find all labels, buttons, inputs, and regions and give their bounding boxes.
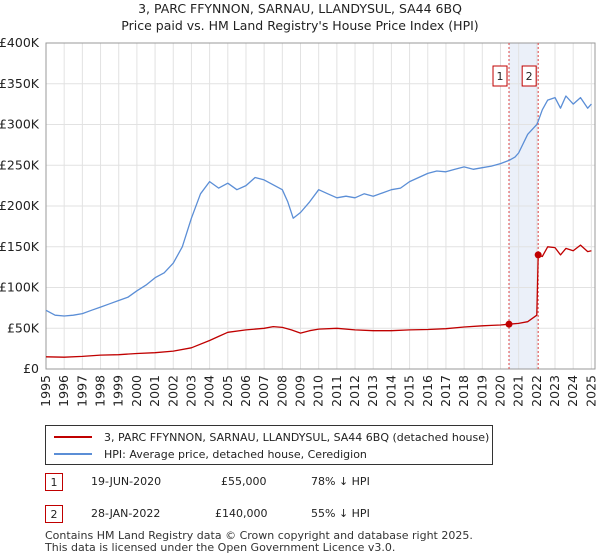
y-tick-label: £50K xyxy=(7,320,40,335)
y-tick-label: £250K xyxy=(0,157,40,172)
x-tick-label: 2018 xyxy=(456,375,471,407)
x-tick-label: 2012 xyxy=(347,375,362,407)
x-tick-label: 2025 xyxy=(583,375,598,407)
transaction-price: £55,000 xyxy=(221,475,267,488)
transaction-label-box xyxy=(521,65,537,87)
y-tick-label: £350K xyxy=(0,76,40,91)
chart-subtitle: Price paid vs. HM Land Registry's House … xyxy=(121,18,478,33)
legend-property-label: 3, PARC FFYNNON, SARNAU, LLANDYSUL, SA44… xyxy=(104,430,490,444)
legend-item-hpi: HPI: Average price, detached house, Cere… xyxy=(54,446,367,462)
transaction-date: 28-JAN-2022 xyxy=(91,507,161,520)
x-tick-label: 2004 xyxy=(202,375,217,407)
transaction-badge: 2 xyxy=(45,505,63,523)
x-tick-label: 2000 xyxy=(129,375,144,407)
x-tick-label: 2017 xyxy=(438,375,453,407)
footer-attribution: Contains HM Land Registry data © Crown c… xyxy=(45,530,473,553)
property-line-swatch xyxy=(54,436,92,438)
x-tick-label: 2014 xyxy=(383,375,398,407)
x-tick-label: 2005 xyxy=(220,375,235,407)
plot-frame xyxy=(45,42,596,370)
legend-hpi-label: HPI: Average price, detached house, Cere… xyxy=(104,447,367,461)
y-tick-label: £300K xyxy=(0,117,40,132)
transaction-point xyxy=(505,320,513,328)
x-tick-label: 2002 xyxy=(165,375,180,407)
x-tick-label: 1997 xyxy=(74,375,89,407)
y-tick-label: £150K xyxy=(0,239,40,254)
legend: 3, PARC FFYNNON, SARNAU, LLANDYSUL, SA44… xyxy=(45,425,493,465)
footer-line-2: This data is licensed under the Open Gov… xyxy=(45,540,396,554)
x-tick-label: 2010 xyxy=(311,375,326,407)
y-tick-label: £0 xyxy=(23,361,39,376)
x-tick-label: 2003 xyxy=(183,375,198,407)
transaction-hpi-diff: 55% ↓ HPI xyxy=(311,507,370,520)
x-tick-label: 1995 xyxy=(38,375,53,407)
transaction-badge: 1 xyxy=(45,473,63,491)
x-tick-label: 2020 xyxy=(492,375,507,407)
hpi-series-line xyxy=(45,95,592,317)
y-tick-label: £100K xyxy=(0,280,40,295)
x-tick-label: 2021 xyxy=(511,375,526,407)
legend-item-property: 3, PARC FFYNNON, SARNAU, LLANDYSUL, SA44… xyxy=(54,429,489,445)
transaction-price: £140,000 xyxy=(215,507,268,520)
x-tick-label: 1996 xyxy=(56,375,71,407)
transaction-point xyxy=(534,251,542,259)
x-tick-label: 2008 xyxy=(274,375,289,407)
x-tick-label: 2016 xyxy=(420,375,435,407)
x-tick-label: 2001 xyxy=(147,375,162,407)
x-tick-label: 1998 xyxy=(93,375,108,407)
transaction-label: 1 xyxy=(497,70,504,83)
y-tick-label: £400K xyxy=(0,35,40,50)
chart-title: 3, PARC FFYNNON, SARNAU, LLANDYSUL, SA44… xyxy=(138,1,462,16)
x-tick-label: 2006 xyxy=(238,375,253,407)
price-chart: 3, PARC FFYNNON, SARNAU, LLANDYSUL, SA44… xyxy=(0,1,598,407)
transaction-label: 2 xyxy=(526,70,533,83)
x-tick-label: 2024 xyxy=(565,375,580,407)
x-tick-label: 2019 xyxy=(474,375,489,407)
x-tick-label: 2009 xyxy=(293,375,308,407)
transaction-hpi-diff: 78% ↓ HPI xyxy=(311,475,370,488)
property-series-line xyxy=(45,244,592,358)
x-tick-label: 1999 xyxy=(111,375,126,407)
transaction-date: 19-JUN-2020 xyxy=(91,475,162,488)
footer-line-1: Contains HM Land Registry data © Crown c… xyxy=(45,529,473,542)
x-tick-label: 2007 xyxy=(256,375,271,407)
x-tick-label: 2023 xyxy=(547,375,562,407)
hpi-line-swatch xyxy=(54,453,92,455)
x-tick-label: 2013 xyxy=(365,375,380,407)
y-tick-label: £200K xyxy=(0,198,40,213)
x-tick-label: 2015 xyxy=(402,375,417,407)
transaction-label-box xyxy=(492,65,508,87)
x-tick-label: 2022 xyxy=(529,375,544,407)
x-tick-label: 2011 xyxy=(329,375,344,407)
